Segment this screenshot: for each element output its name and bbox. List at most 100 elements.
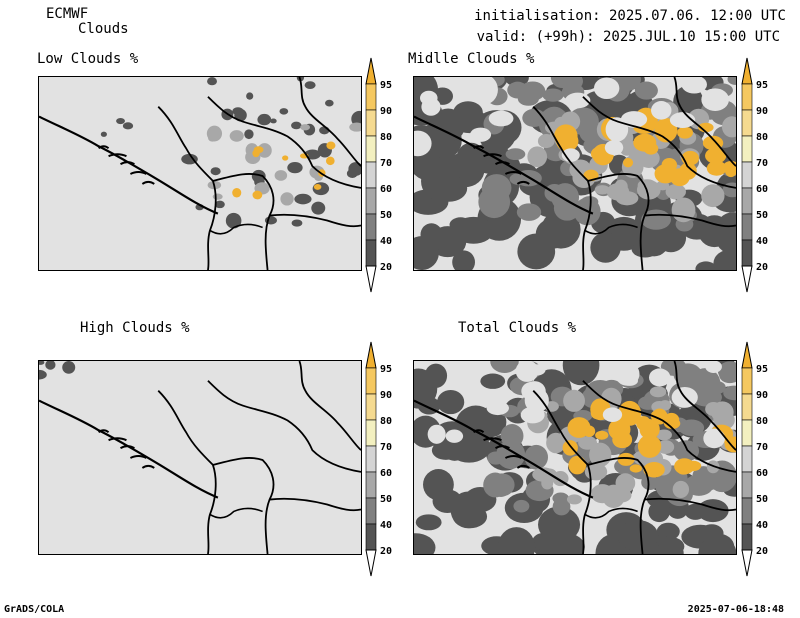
colorbar-tick-label: 50 <box>380 210 392 221</box>
cloud-cell <box>665 183 686 200</box>
cloud-cell <box>300 124 311 131</box>
island <box>516 464 530 469</box>
cloud-cell <box>122 122 134 130</box>
cloud-cell <box>210 167 221 176</box>
colorbar-top-arrow <box>741 341 753 369</box>
colorbar-tick-label: 80 <box>380 416 392 427</box>
cloud-cell <box>643 461 665 478</box>
cloud-cell <box>636 416 651 431</box>
cloud-cell <box>590 147 606 161</box>
colorbar-segment <box>365 161 377 189</box>
cloud-cell <box>232 107 244 116</box>
cloud-cell <box>651 100 672 120</box>
colorbar-segment <box>741 393 753 421</box>
country-border <box>673 77 736 167</box>
cloud-cell <box>684 460 702 472</box>
cloud-cell <box>207 77 217 86</box>
cloud-cell <box>566 494 582 505</box>
cloud-cell <box>681 77 707 94</box>
cloud-cell <box>415 514 442 531</box>
country-border <box>587 173 650 270</box>
colorbar-tick-label: 70 <box>380 158 392 169</box>
island <box>108 153 127 158</box>
cloud-cell <box>708 380 726 395</box>
cloud-cell <box>280 192 294 206</box>
cloud-cell <box>270 118 277 124</box>
country-border <box>582 96 736 189</box>
colorbar-tick-label: 90 <box>756 390 768 401</box>
cloud-cell <box>677 126 693 139</box>
island <box>141 464 155 469</box>
cloud-cell <box>705 147 727 164</box>
colorbar-segment <box>741 497 753 525</box>
cloud-cell <box>45 361 56 370</box>
country-border <box>212 173 275 270</box>
cloud-cell <box>414 533 436 554</box>
cloud-cell <box>649 386 667 398</box>
colorbar-segment <box>741 161 753 189</box>
cloud-cell <box>437 389 465 415</box>
cloud-cell <box>287 162 303 174</box>
map-low-clouds <box>38 76 362 271</box>
colorbar-segment <box>365 213 377 241</box>
cloud-cell <box>701 88 729 111</box>
cloud-cell <box>535 218 570 249</box>
cloud-cell <box>452 504 488 529</box>
colorbar-tick-label: 60 <box>756 468 768 479</box>
country-border <box>207 380 361 473</box>
cloud-cell <box>561 148 580 162</box>
colorbar-tick-label: 95 <box>756 80 768 91</box>
colorbar-segment <box>741 419 753 447</box>
cloud-cell <box>590 484 615 504</box>
cloud-cell <box>100 131 107 137</box>
country-border <box>269 497 361 512</box>
cloud-cell <box>623 157 634 168</box>
cloud-cell <box>490 361 519 373</box>
cloud-cell <box>663 417 681 430</box>
island <box>129 171 147 175</box>
cloud-cell <box>206 125 223 142</box>
colorbar-segment <box>741 445 753 473</box>
cloud-cell <box>602 407 623 423</box>
cloud-cell <box>326 141 336 150</box>
colorbar-segment <box>741 83 753 111</box>
cloud-cell <box>723 385 736 401</box>
cloud-cell <box>656 440 675 454</box>
cloud-cell <box>500 424 524 448</box>
cloud-cell <box>225 212 242 229</box>
cloud-cell <box>488 110 514 127</box>
cloud-cell <box>705 361 722 374</box>
cloud-cell <box>639 225 670 257</box>
colorbar-tick-label: 50 <box>756 494 768 505</box>
colorbar-tick-label: 20 <box>756 546 768 557</box>
cloud-cell <box>608 418 631 441</box>
country-border <box>298 77 361 167</box>
colorbar-tick-label: 70 <box>380 442 392 453</box>
island <box>504 455 522 459</box>
cloud-cell <box>486 401 509 416</box>
valid-time: valid: (+99h): 2025.JUL.10 15:00 UTC <box>476 29 780 45</box>
colorbar-tick-label: 90 <box>380 106 392 117</box>
model-name: ECMWF <box>46 6 89 22</box>
colorbar-tick-label: 50 <box>756 210 768 221</box>
colorbar-top-arrow <box>741 57 753 85</box>
cloud-cell <box>565 92 591 109</box>
cloud-cell <box>181 153 198 165</box>
cloud-cell <box>246 92 254 100</box>
cloud-cell <box>487 451 505 465</box>
cloud-cell <box>212 193 223 200</box>
cloud-cell <box>554 124 578 148</box>
colorbar-segment <box>741 213 753 241</box>
footer-timestamp: 2025-07-06-18:48 <box>687 604 784 615</box>
colorbar-tick-label: 95 <box>380 80 392 91</box>
cloud-cell <box>311 201 326 215</box>
colorbar-tick-label: 70 <box>756 442 768 453</box>
colorbar-tick-label: 70 <box>756 158 768 169</box>
island <box>141 180 155 185</box>
cloud-cell <box>423 469 454 501</box>
cloud-cell <box>699 524 724 542</box>
panel-title-total: Total Clouds % <box>458 320 577 336</box>
cloud-cell <box>590 232 621 263</box>
colorbar-tick-label: 20 <box>380 262 392 273</box>
cloud-cell <box>727 77 736 85</box>
